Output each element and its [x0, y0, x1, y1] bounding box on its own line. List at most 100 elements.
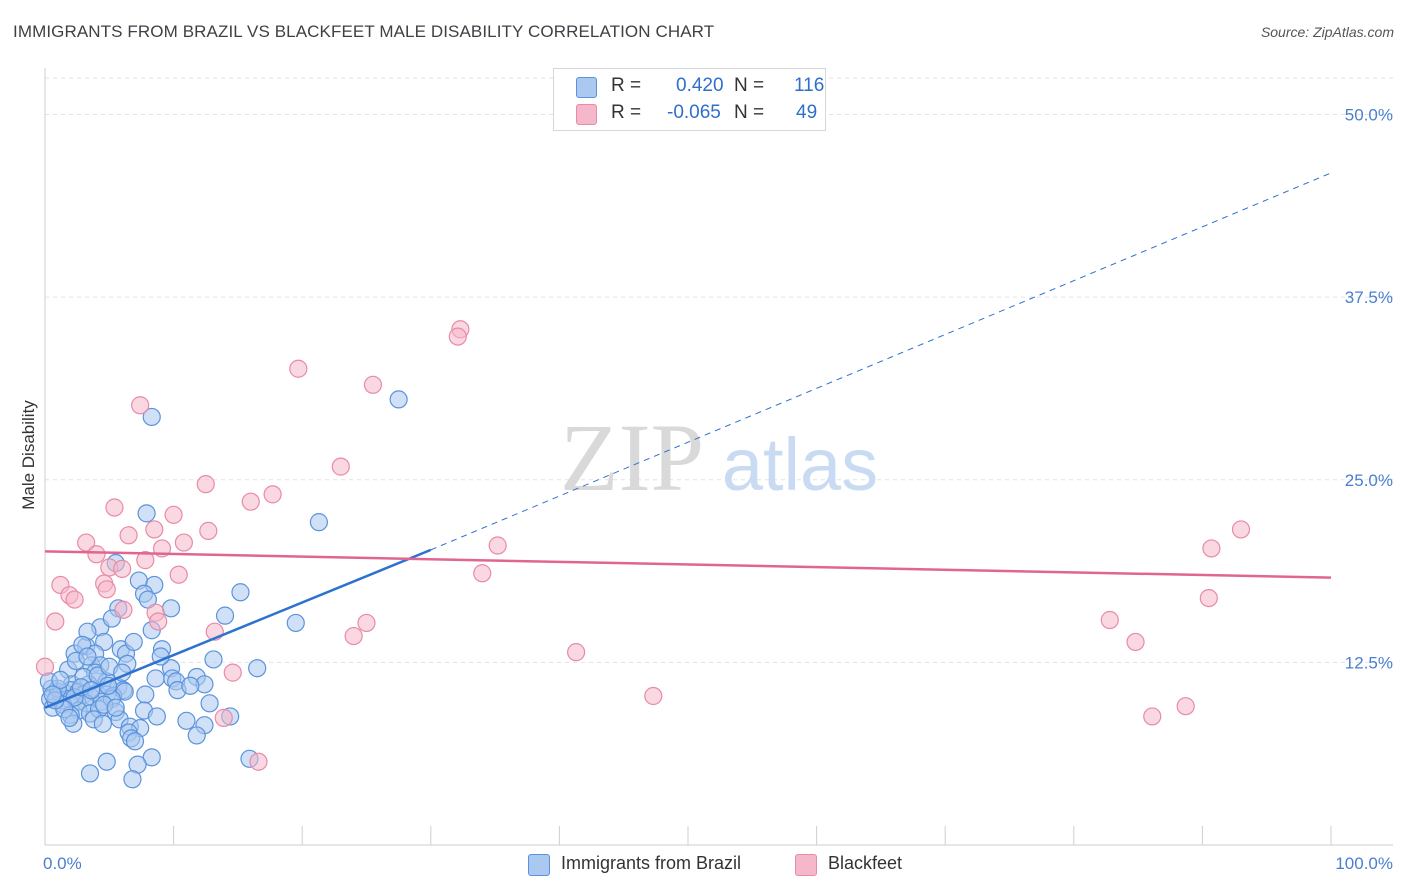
- blackfeet-point: [241, 492, 260, 511]
- blackfeet-point: [114, 600, 133, 619]
- blackfeet-point: [35, 657, 55, 676]
- brazil-point: [146, 669, 165, 688]
- y-tick-label: 37.5%: [1345, 288, 1393, 307]
- blackfeet-point: [105, 498, 124, 517]
- blackfeet-point: [567, 643, 586, 662]
- blackfeet-point: [196, 475, 215, 494]
- brazil-point: [51, 670, 70, 690]
- brazil-point: [125, 732, 145, 751]
- brazil-point: [147, 707, 166, 726]
- blackfeet-point: [448, 327, 467, 346]
- chart-title: IMMIGRANTS FROM BRAZIL VS BLACKFEET MALE…: [13, 22, 715, 41]
- y-tick-label: 25.0%: [1345, 471, 1393, 490]
- series-label-brazil: Immigrants from Brazil: [561, 853, 742, 873]
- blackfeet-point: [1202, 539, 1221, 558]
- blackfeet-point: [473, 564, 492, 583]
- brazil-point: [43, 685, 62, 704]
- brazil-point: [142, 748, 161, 767]
- blackfeet-point: [1100, 610, 1119, 630]
- legend-r-label: R =: [611, 102, 642, 123]
- blackfeet-point: [214, 708, 233, 727]
- blackfeet-trend-line: [44, 550, 1332, 579]
- brazil-point: [106, 698, 125, 717]
- blackfeet-point: [136, 551, 155, 570]
- brazil-point: [200, 694, 219, 713]
- brazil-point: [204, 650, 223, 669]
- blackfeet-point: [169, 565, 188, 584]
- watermark-atlas: atlas: [722, 423, 878, 506]
- blackfeet-point: [65, 590, 84, 609]
- tick-labels: 12.5% 25.0% 37.5% 50.0% 0.0% 100.0%: [43, 106, 1393, 873]
- blackfeet-point: [344, 626, 363, 646]
- brazil-point: [142, 407, 161, 427]
- watermark-zip: ZIP: [560, 404, 704, 511]
- axes: [44, 68, 1393, 846]
- brazil-point: [215, 606, 235, 625]
- legend-r-label: R =: [611, 75, 642, 96]
- brazil-point: [248, 659, 267, 678]
- points: [35, 320, 1251, 789]
- blackfeet-point: [331, 457, 350, 476]
- legend-n-value: 116: [794, 75, 825, 96]
- blackfeet-point: [289, 359, 308, 378]
- legend-n-label: N =: [734, 102, 765, 123]
- blackfeet-point: [87, 545, 106, 564]
- blackfeet-point: [149, 612, 168, 631]
- blackfeet-point: [131, 396, 150, 415]
- brazil-trend-line: [44, 548, 432, 709]
- brazil-point: [97, 752, 116, 771]
- brazil-point: [93, 714, 112, 733]
- blackfeet-point: [46, 612, 65, 631]
- blackfeet-point: [1126, 632, 1145, 652]
- series-swatch-brazil: [528, 854, 550, 876]
- brazil-point: [78, 647, 97, 666]
- series-swatch-blackfeet: [795, 854, 817, 876]
- brazil-point: [80, 764, 100, 783]
- brazil-point: [286, 613, 305, 633]
- blackfeet-point: [488, 536, 507, 555]
- y-tick-label: 12.5%: [1345, 653, 1393, 672]
- brazil-point: [187, 726, 206, 745]
- brazil-point: [389, 390, 408, 409]
- blackfeet-point: [199, 521, 218, 540]
- y-tick-label: 50.0%: [1345, 106, 1393, 125]
- blackfeet-point: [145, 520, 164, 539]
- blackfeet-point: [644, 686, 663, 706]
- blackfeet-point: [1143, 707, 1162, 726]
- blackfeet-point: [357, 613, 376, 633]
- x-tick-label: 100.0%: [1335, 854, 1393, 873]
- brazil-point: [161, 599, 181, 618]
- blackfeet-point: [263, 485, 282, 504]
- blackfeet-point: [1176, 697, 1195, 716]
- brazil-point: [231, 583, 250, 602]
- watermark: ZIP atlas: [560, 404, 878, 511]
- blackfeet-point: [113, 559, 132, 578]
- brazil-point: [124, 632, 143, 652]
- y-axis-label: Male Disability: [19, 400, 38, 510]
- blackfeet-point: [1231, 520, 1251, 539]
- brazil-point: [60, 708, 79, 727]
- blackfeet-point: [363, 375, 383, 394]
- x-tick-label: 0.0%: [43, 854, 82, 873]
- legend-swatch-blackfeet: [576, 104, 597, 125]
- blackfeet-point: [249, 752, 268, 771]
- legend-swatch-brazil: [576, 77, 597, 98]
- brazil-point: [181, 676, 200, 695]
- blackfeet-point: [174, 533, 193, 552]
- blackfeet-point: [119, 526, 138, 545]
- brazil-point: [137, 504, 156, 523]
- blackfeet-point: [223, 663, 242, 682]
- legend-n-value: 49: [796, 102, 818, 123]
- brazil-point: [177, 711, 196, 730]
- brazil-point: [136, 685, 155, 704]
- blackfeet-point: [97, 580, 116, 599]
- brazil-point: [309, 513, 329, 532]
- brazil-trend-extension: [430, 172, 1332, 551]
- source-label: Source: ZipAtlas.com: [1260, 24, 1394, 40]
- legend-r-value: 0.420: [676, 75, 724, 96]
- blackfeet-point: [164, 505, 183, 524]
- brazil-point: [123, 770, 142, 789]
- blackfeet-point: [1199, 588, 1218, 608]
- series-label-blackfeet: Blackfeet: [828, 853, 903, 873]
